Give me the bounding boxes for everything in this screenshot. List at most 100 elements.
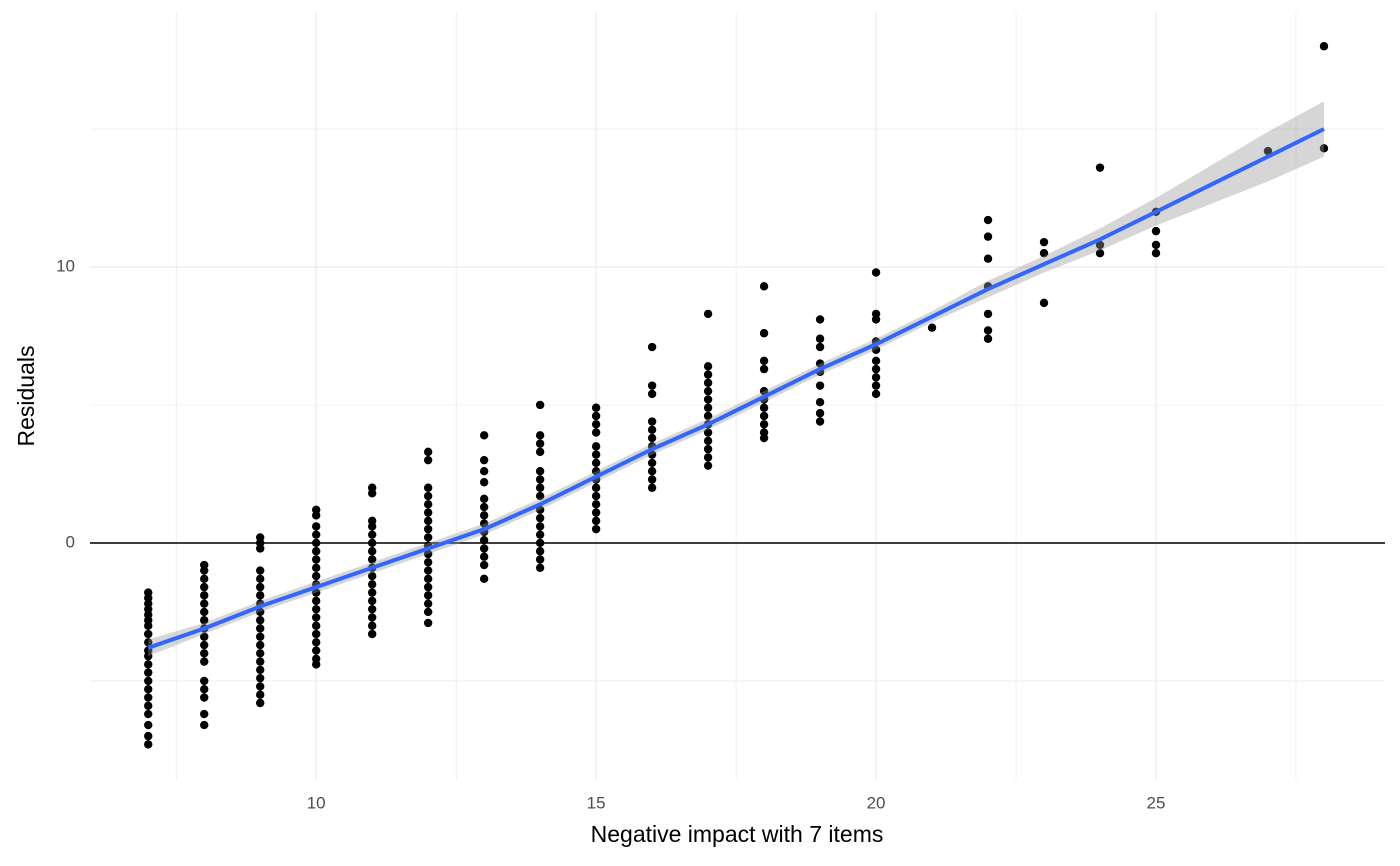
point <box>759 282 769 291</box>
point <box>647 389 657 399</box>
point <box>871 268 881 277</box>
point <box>423 508 433 517</box>
point <box>423 483 433 492</box>
point <box>1319 42 1329 51</box>
point <box>423 574 433 584</box>
point <box>311 563 321 572</box>
point <box>535 475 545 484</box>
point <box>983 215 993 225</box>
point <box>759 329 769 338</box>
point <box>256 582 265 592</box>
point <box>591 450 601 459</box>
x-axis-title: Negative impact with 7 items <box>591 821 884 847</box>
point <box>423 599 433 608</box>
point <box>479 466 489 476</box>
point <box>647 425 657 435</box>
point <box>256 682 265 691</box>
point <box>591 466 601 476</box>
point <box>535 555 545 564</box>
point <box>144 668 153 677</box>
point <box>144 731 153 741</box>
point <box>703 395 713 404</box>
point <box>535 513 545 523</box>
point <box>1039 298 1049 308</box>
point <box>815 417 825 426</box>
point <box>535 447 545 457</box>
point <box>535 530 545 539</box>
point <box>703 386 713 396</box>
point <box>479 478 489 487</box>
point <box>759 386 769 396</box>
point <box>367 522 377 531</box>
point <box>647 342 657 352</box>
point <box>479 560 489 570</box>
point <box>200 566 209 575</box>
point <box>144 660 153 669</box>
point <box>144 709 153 719</box>
point <box>367 604 377 614</box>
point <box>311 571 321 581</box>
point <box>983 232 993 241</box>
point <box>200 591 209 600</box>
point <box>535 538 545 548</box>
point <box>1039 248 1049 258</box>
point <box>535 491 545 501</box>
y-tick-label: 0 <box>66 532 75 551</box>
point <box>703 453 713 462</box>
x-tick-label: 20 <box>867 793 886 812</box>
point <box>591 403 601 412</box>
point <box>871 381 881 390</box>
point <box>703 411 713 421</box>
point <box>423 582 433 592</box>
point <box>1319 144 1329 153</box>
point <box>423 491 433 501</box>
point <box>1095 248 1105 258</box>
point <box>871 373 881 382</box>
point <box>144 740 153 749</box>
point <box>367 538 377 548</box>
point <box>591 508 601 517</box>
point <box>256 591 265 600</box>
point <box>311 522 321 531</box>
point <box>703 370 713 379</box>
point <box>423 516 433 526</box>
point <box>256 698 265 708</box>
point <box>311 660 321 669</box>
point <box>256 640 265 650</box>
point <box>591 524 601 534</box>
point <box>144 676 153 686</box>
point <box>815 409 825 418</box>
point <box>367 629 377 639</box>
point <box>479 519 489 528</box>
point <box>311 613 321 622</box>
point <box>200 657 209 666</box>
point <box>256 632 265 641</box>
point <box>256 624 265 633</box>
point <box>200 607 209 617</box>
point <box>423 500 433 509</box>
point <box>200 599 209 608</box>
point <box>367 580 377 589</box>
point <box>535 431 545 440</box>
point <box>1095 240 1105 250</box>
point <box>367 621 377 630</box>
point <box>367 489 377 498</box>
point <box>983 309 993 319</box>
x-tick-label: 15 <box>587 793 606 812</box>
point <box>703 428 713 437</box>
point <box>815 342 825 352</box>
point <box>200 616 209 625</box>
x-tick-label: 25 <box>1147 793 1166 812</box>
point <box>591 442 601 451</box>
point <box>1151 248 1161 258</box>
point <box>647 458 657 468</box>
point <box>1095 163 1105 172</box>
point <box>927 323 937 332</box>
point <box>1151 240 1161 250</box>
point <box>200 693 209 702</box>
point <box>535 563 545 572</box>
point <box>703 309 713 319</box>
point <box>311 646 321 655</box>
point <box>703 436 713 446</box>
